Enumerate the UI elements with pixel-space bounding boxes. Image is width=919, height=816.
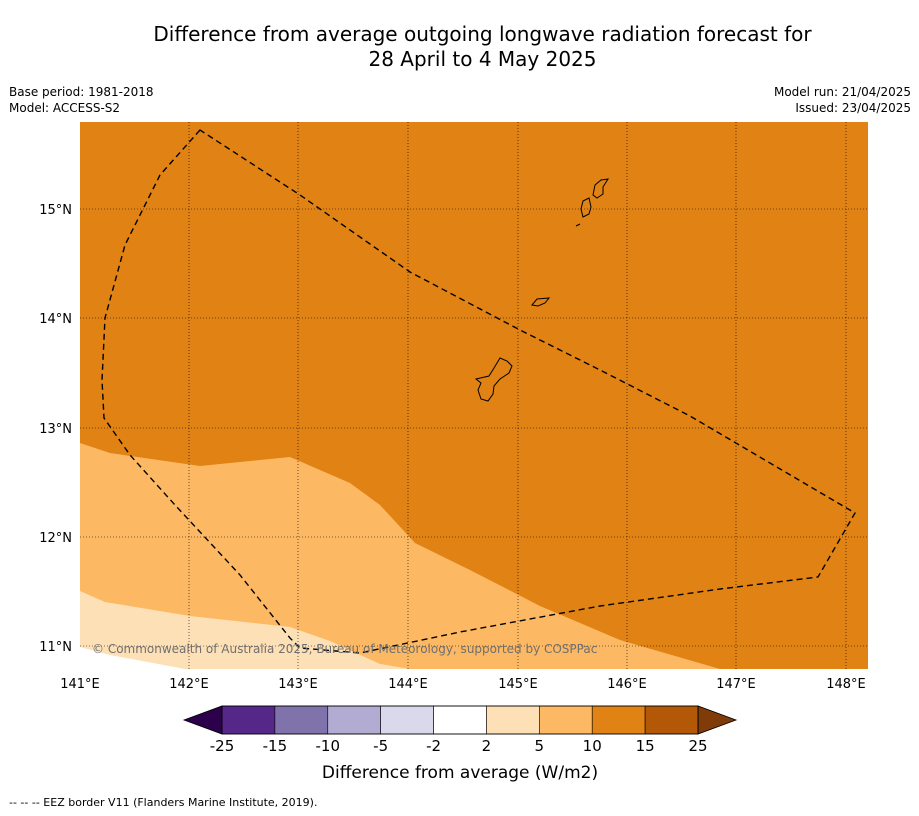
anomaly-2-to-5-region <box>80 591 410 669</box>
latitude-tick-label: 11°N <box>39 640 72 655</box>
eez-border <box>101 129 856 654</box>
latitude-tick-label: 14°N <box>39 312 72 327</box>
longitude-tick-labels: 141°E 142°E 143°E 144°E 145°E 146°E 147°E 148°E <box>60 677 866 692</box>
colorbar-swatch <box>486 705 540 735</box>
model-text: Model: ACCESS-S2 <box>9 101 121 115</box>
colorbar-label: -5 <box>373 737 388 755</box>
colorbar-label: 25 <box>688 737 707 755</box>
anomaly-5-to-10-region <box>80 443 720 669</box>
longitude-tick-label: 143°E <box>278 677 318 692</box>
colorbar-swatch <box>539 705 593 735</box>
colorbar-swatch <box>274 705 329 735</box>
title-line-2: 28 April to 4 May 2025 <box>368 47 597 71</box>
colorbar-over-extension <box>697 705 738 735</box>
longitude-tick-label: 146°E <box>607 677 647 692</box>
map-area: © Commonwealth of Australia 2025, Bureau… <box>80 122 868 669</box>
longitude-tick-label: 144°E <box>388 677 428 692</box>
island-outlines <box>474 178 609 402</box>
longitude-tick-label: 145°E <box>498 677 538 692</box>
gridlines <box>80 122 868 669</box>
colorbar-swatch <box>327 705 381 735</box>
latitude-tick-labels: 15°N 14°N 13°N 12°N 11°N <box>39 203 72 655</box>
colorbar-swatch <box>433 705 487 735</box>
issued-text: Issued: 23/04/2025 <box>795 101 911 115</box>
colorbar: -25 -15 -10 -5 -2 2 5 10 15 25 Difference from av… <box>182 705 738 783</box>
colorbar-label: 10 <box>583 737 602 755</box>
colorbar-labels: -25 -15 -10 -5 -2 2 5 10 15 25 <box>210 737 708 755</box>
latitude-tick-label: 12°N <box>39 531 72 546</box>
colorbar-under-extension <box>182 705 223 735</box>
chart-title: Difference from average outgoing longwav… <box>60 22 905 72</box>
title-line-1: Difference from average outgoing longwav… <box>153 22 812 46</box>
colorbar-label: -2 <box>426 737 441 755</box>
saipan-island <box>592 178 609 199</box>
latitude-tick-label: 15°N <box>39 203 72 218</box>
tinian-island <box>580 197 592 218</box>
colorbar-swatches <box>221 705 699 735</box>
colorbar-label: -10 <box>316 737 341 755</box>
longitude-tick-label: 148°E <box>826 677 866 692</box>
rota-island <box>531 297 551 307</box>
colorbar-title: Difference from average (W/m2) <box>322 763 598 783</box>
anomaly-neutral-region <box>80 647 185 669</box>
colorbar-swatch <box>380 705 434 735</box>
colorbar-swatch <box>644 705 699 735</box>
longitude-tick-label: 141°E <box>60 677 100 692</box>
copyright-text: © Commonwealth of Australia 2025, Bureau… <box>92 642 597 656</box>
colorbar-swatch <box>221 705 276 735</box>
longitude-tick-label: 142°E <box>169 677 209 692</box>
eez-footer-note: -- -- -- EEZ border V11 (Flanders Marine… <box>9 796 318 809</box>
colorbar-label: 15 <box>636 737 655 755</box>
colorbar-swatch <box>591 705 646 735</box>
meta-right: Model run: 21/04/2025 Issued: 23/04/2025 <box>774 84 911 116</box>
model-run-text: Model run: 21/04/2025 <box>773 85 911 99</box>
base-period-text: Base period: 1981-2018 <box>9 85 154 99</box>
map-figure: © Commonwealth of Australia 2025, Bureau… <box>39 122 868 783</box>
colorbar-label: 5 <box>535 737 545 755</box>
longitude-tick-label: 147°E <box>716 677 756 692</box>
aguijan-island <box>575 223 581 227</box>
colorbar-label: -25 <box>210 737 235 755</box>
colorbar-label: 2 <box>482 737 492 755</box>
latitude-tick-label: 13°N <box>39 422 72 437</box>
meta-left: Base period: 1981-2018 Model: ACCESS-S2 <box>9 84 154 116</box>
guam-island <box>474 357 513 402</box>
colorbar-label: -15 <box>263 737 288 755</box>
